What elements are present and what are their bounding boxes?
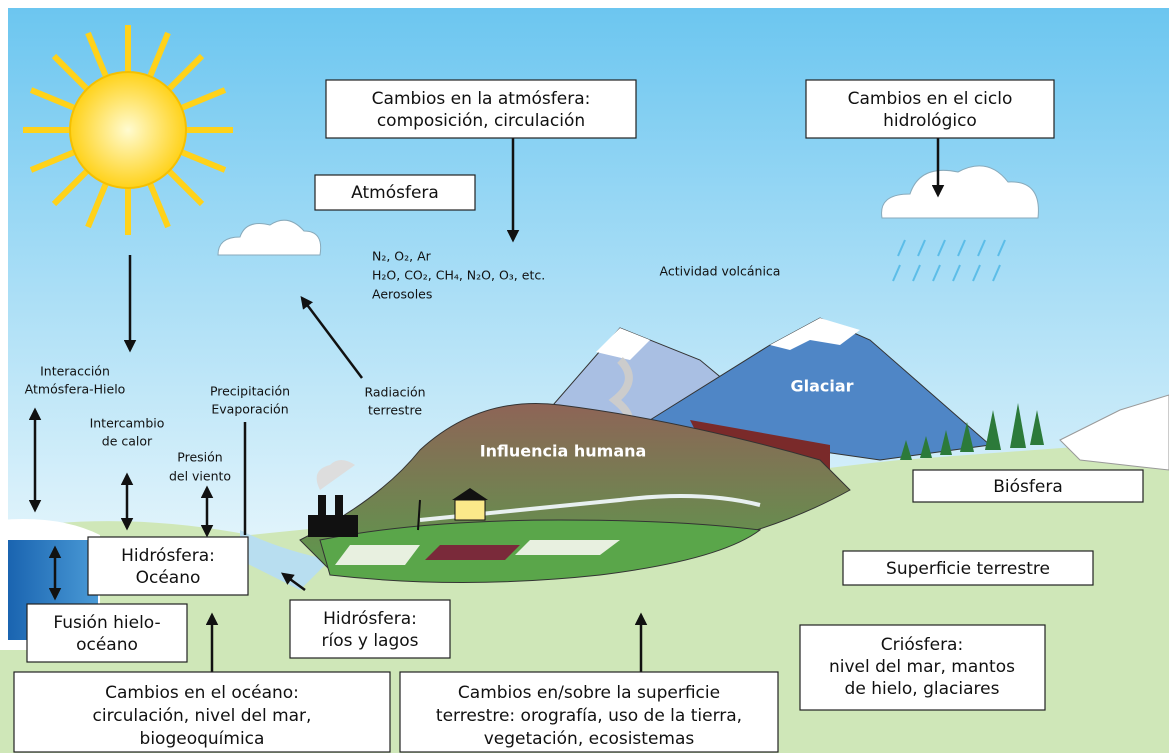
label: Precipitación [210, 384, 290, 399]
label: N₂, O₂, Ar [372, 249, 432, 264]
box-text: nivel del mar, mantos [829, 657, 1015, 677]
box-text: hidrológico [883, 111, 977, 131]
box-text: Biósfera [993, 477, 1063, 497]
box-text: Cambios en la atmósfera: [372, 89, 591, 109]
label: Interacción [40, 364, 110, 379]
label: Presión [177, 450, 222, 465]
box-text: de hielo, glaciares [845, 679, 1000, 699]
box-text: ríos y lagos [321, 631, 418, 651]
label: Glaciar [790, 377, 853, 396]
box-text: Atmósfera [351, 183, 439, 203]
box-text: vegetación, ecosistemas [484, 729, 695, 749]
label: terrestre [368, 403, 422, 418]
box-text: composición, circulación [377, 111, 585, 131]
box-text: Cambios en el ciclo [848, 89, 1013, 109]
label: Aerosoles [372, 287, 432, 302]
box-text: biogeoquímica [140, 729, 265, 749]
box-text: Océano [136, 568, 201, 588]
label: Influencia humana [480, 442, 647, 461]
climate-diagram: Cambios en la atmósfera: composición, ci… [0, 0, 1169, 753]
label: H₂O, CO₂, CH₄, N₂O, O₃, etc. [372, 268, 545, 283]
label: Atmósfera-Hielo [25, 382, 126, 397]
box-text: Hidrósfera: [323, 609, 417, 629]
label: de calor [102, 434, 153, 449]
box-text: Superficie terrestre [886, 559, 1050, 579]
label: Radiación [364, 385, 425, 400]
box-text: Cambios en el océano: [105, 683, 299, 703]
box-text: Criósfera: [881, 635, 963, 655]
box-text: Hidrósfera: [121, 546, 215, 566]
label: Actividad volcánica [660, 264, 781, 279]
label: Intercambio [90, 416, 165, 431]
label: del viento [169, 469, 231, 484]
label: Evaporación [211, 402, 288, 417]
box-text: terrestre: orografía, uso de la tierra, [436, 706, 742, 726]
box-text: Cambios en/sobre la superficie [458, 683, 720, 703]
box-text: océano [76, 635, 138, 655]
box-text: Fusión hielo- [53, 613, 160, 633]
box-text: circulación, nivel del mar, [93, 706, 312, 726]
